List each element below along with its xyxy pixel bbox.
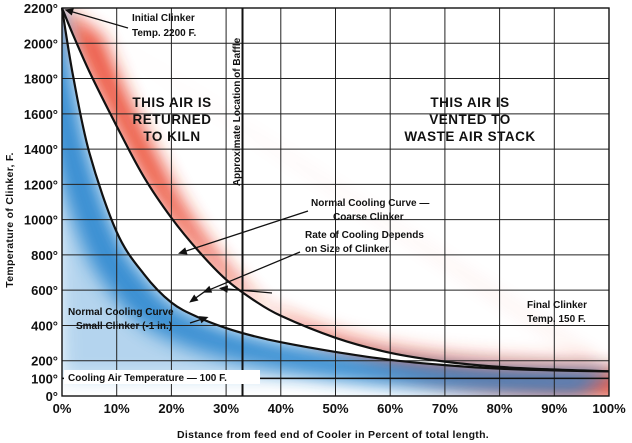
x-tick-label: 20% [158, 401, 184, 416]
annotation-coarse-line2: Coarse Clinker [333, 212, 404, 223]
x-axis-title: Distance from feed end of Cooler in Perc… [177, 429, 489, 441]
annotation-rate-line1: Rate of Cooling Depends [305, 230, 424, 241]
annotation-vented-line1: THIS AIR IS [430, 95, 509, 110]
series-line-small [60, 7, 610, 373]
annotation-rate: Rate of Cooling Depends on Size of Clink… [305, 230, 424, 255]
y-tick-label: 1400° [24, 142, 58, 157]
annotation-returned-line1: THIS AIR IS [132, 95, 211, 110]
arrow-rate-upper-head [202, 285, 213, 293]
arrow-initial [65, 9, 129, 29]
y-tick-label: 600° [31, 283, 58, 298]
annotation-small: Normal Cooling Curve Small Clinker (-1 i… [68, 307, 174, 332]
annotation-coarse-line1: Normal Cooling Curve — [311, 198, 429, 209]
y-tick-label: 0° [46, 389, 58, 404]
x-tick-label: 50% [322, 401, 348, 416]
arrow-rate-lower [220, 287, 273, 294]
x-tick-label: 30% [213, 401, 239, 416]
annotation-final-line1: Final Clinker [527, 300, 587, 311]
y-tick-label: 200° [31, 354, 58, 369]
annotation-returned-line3: TO KILN [143, 129, 200, 144]
arrow-coarse-head [178, 247, 188, 255]
x-tick-label: 0% [53, 401, 72, 416]
y-tick-label: 2000° [24, 36, 58, 51]
y-tick-label: 1200° [24, 177, 58, 192]
x-tick-label: 40% [268, 401, 294, 416]
ticks-layer: 0% 10% 20% 30% 40% 50% 60% 70% 80% 90% 100% 0° 100° 2… [24, 1, 626, 416]
y-tick-label: 400° [31, 318, 58, 333]
annotation-small-line2: Small Clinker (-1 in.) [76, 321, 172, 332]
arrow-rate-upper [203, 251, 301, 293]
y-axis-title: Temperature of Clinker, F. [4, 152, 16, 287]
annotation-small-line1: Normal Cooling Curve [68, 307, 174, 318]
x-tick-label: 100% [592, 401, 626, 416]
x-tick-label: 80% [487, 401, 513, 416]
arrow-rate-small-head [189, 294, 199, 303]
reference-label-backing [64, 370, 260, 384]
between-curves-band [62, 8, 609, 372]
annotation-arrows [64, 8, 309, 324]
arrow-small-head [199, 316, 209, 324]
y-tick-label: 1800° [24, 72, 58, 87]
annotation-returned: THIS AIR IS RETURNED TO KILN [132, 95, 211, 144]
y-tick-label: 1600° [24, 107, 58, 122]
y-tick-label: 1000° [24, 213, 58, 228]
annotation-vented: THIS AIR IS VENTED TO WASTE AIR STACK [404, 95, 535, 144]
arrow-initial-head [64, 8, 74, 16]
annotation-vented-line2: VENTED TO [429, 112, 511, 127]
x-tick-label: 60% [377, 401, 403, 416]
y-tick-label: 800° [31, 248, 58, 263]
annotation-initial-line1: Initial Clinker [132, 13, 195, 24]
plot-frame [61, 7, 610, 397]
annotation-final: Final Clinker Temp. 150 F. [527, 300, 587, 325]
y-tick-label: 2200° [24, 1, 58, 16]
y-tick-label: 100° [31, 371, 58, 386]
reference-line-label: Cooling Air Temperature — 100 F. [68, 373, 227, 384]
annotation-initial: Initial Clinker Temp. 2200 F. [132, 13, 197, 39]
annotation-vented-line3: WASTE AIR STACK [404, 129, 535, 144]
annotation-initial-line2: Temp. 2200 F. [132, 28, 197, 39]
x-tick-label: 90% [541, 401, 567, 416]
arrow-coarse [179, 210, 309, 254]
annotation-rate-line2: on Size of Clinker. [305, 244, 391, 255]
annotation-final-line2: Temp. 150 F. [527, 314, 586, 325]
arrow-rate-lower-head [218, 285, 229, 293]
baffle-label: Approximate Location of Baffle [232, 37, 243, 186]
x-tick-label: 10% [104, 401, 130, 416]
x-tick-label: 70% [432, 401, 458, 416]
annotation-returned-line2: RETURNED [132, 112, 211, 127]
annotation-coarse: Normal Cooling Curve — Coarse Clinker [311, 198, 429, 223]
